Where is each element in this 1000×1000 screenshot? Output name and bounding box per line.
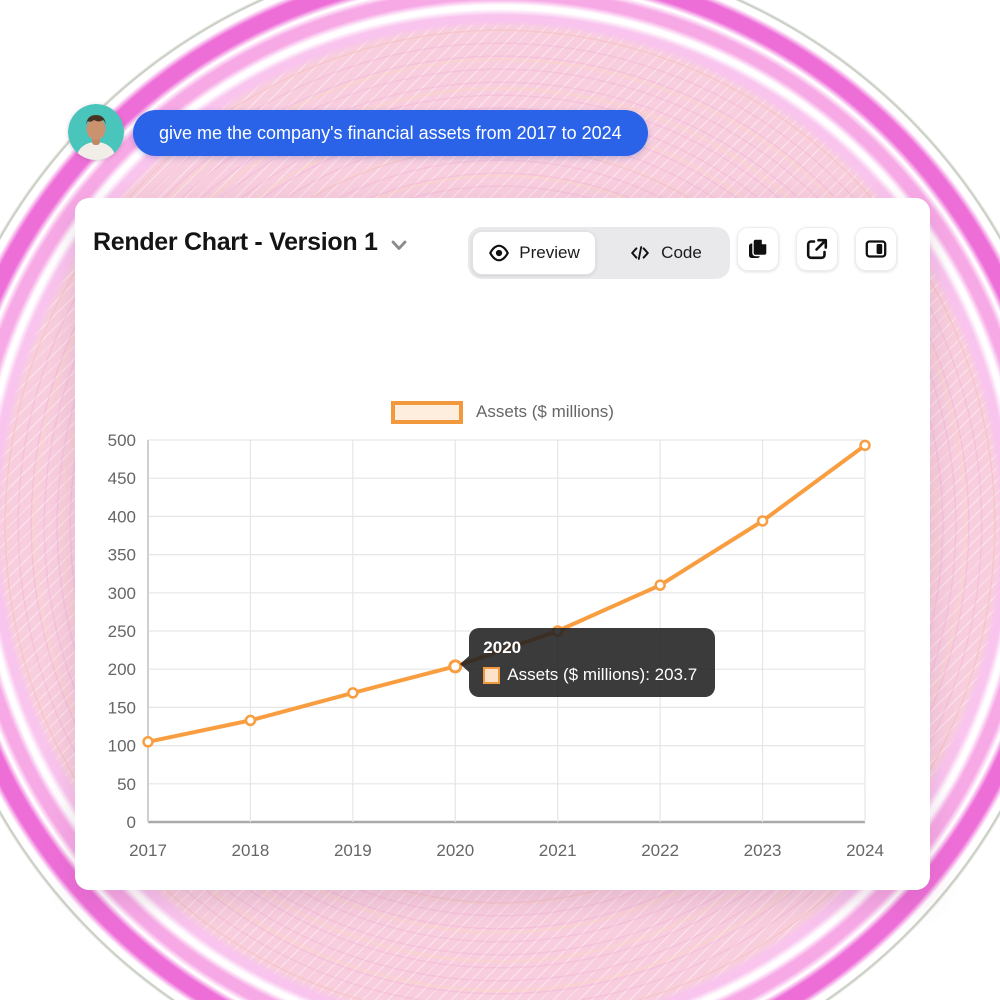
chart-legend[interactable]: Assets ($ millions) bbox=[75, 398, 930, 426]
svg-text:2017: 2017 bbox=[129, 841, 167, 860]
svg-text:2020: 2020 bbox=[436, 841, 474, 860]
panel-right-icon bbox=[865, 240, 887, 258]
chart-area[interactable]: 0 50 100 150 200 250 300 350 400 450 500 2017 2018 20… bbox=[75, 433, 930, 903]
chevron-down-icon[interactable] bbox=[388, 234, 410, 256]
chat-message-bubble: give me the company's financial assets f… bbox=[133, 110, 648, 156]
tab-preview-label: Preview bbox=[519, 243, 580, 262]
svg-text:350: 350 bbox=[108, 546, 136, 565]
user-avatar bbox=[68, 104, 124, 160]
tab-code-label: Code bbox=[661, 243, 702, 262]
svg-text:2023: 2023 bbox=[744, 841, 782, 860]
eye-icon bbox=[489, 244, 510, 262]
svg-text:400: 400 bbox=[108, 507, 136, 526]
svg-text:2019: 2019 bbox=[334, 841, 372, 860]
copy-icon bbox=[749, 238, 768, 258]
tab-preview[interactable]: Preview bbox=[472, 231, 596, 275]
tooltip-swatch bbox=[483, 666, 501, 684]
svg-text:250: 250 bbox=[108, 622, 136, 641]
view-toggle: Preview Code bbox=[468, 227, 730, 279]
tooltip-title: 2020 bbox=[483, 638, 522, 658]
code-icon bbox=[631, 246, 649, 260]
tab-code[interactable]: Code bbox=[604, 231, 726, 275]
svg-text:100: 100 bbox=[108, 737, 136, 756]
svg-text:2021: 2021 bbox=[539, 841, 577, 860]
panel-title: Render Chart - Version 1 bbox=[93, 228, 378, 256]
svg-text:150: 150 bbox=[108, 698, 136, 717]
legend-label: Assets ($ millions) bbox=[476, 402, 614, 421]
svg-text:0: 0 bbox=[127, 813, 136, 832]
render-chart-panel: Render Chart - Version 1 Preview Code bbox=[75, 198, 930, 890]
svg-text:2022: 2022 bbox=[641, 841, 679, 860]
svg-text:300: 300 bbox=[108, 584, 136, 603]
svg-text:2018: 2018 bbox=[232, 841, 270, 860]
tooltip-value-label: Assets ($ millions): 203.7 bbox=[507, 665, 698, 685]
chart-tooltip: 2020 Assets ($ millions): 203.7 bbox=[460, 628, 716, 698]
external-link-icon bbox=[806, 238, 828, 260]
legend-swatch bbox=[391, 400, 464, 424]
svg-text:500: 500 bbox=[108, 433, 136, 450]
svg-text:50: 50 bbox=[117, 775, 136, 794]
open-external-button[interactable] bbox=[796, 227, 838, 271]
svg-text:200: 200 bbox=[108, 660, 136, 679]
toggle-panel-button[interactable] bbox=[855, 227, 897, 271]
copy-button[interactable] bbox=[737, 227, 779, 271]
svg-text:450: 450 bbox=[108, 469, 136, 488]
avatar-person-illustration bbox=[68, 104, 124, 160]
panel-controls: Preview Code bbox=[468, 227, 897, 279]
svg-text:2024: 2024 bbox=[846, 841, 884, 860]
